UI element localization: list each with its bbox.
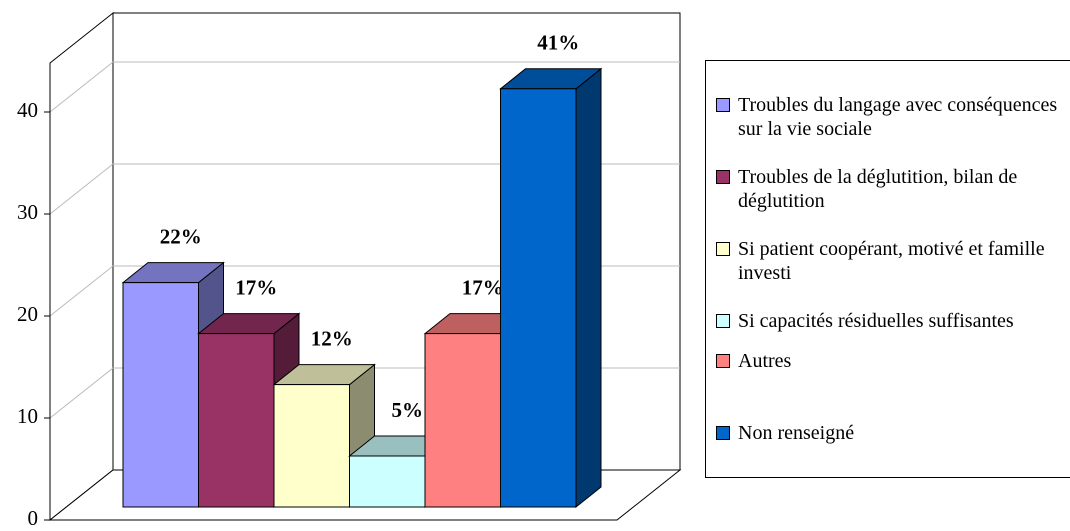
bar [500,88,577,508]
legend-label: Troubles du langage avec conséquences su… [738,94,1058,140]
legend-item: Non renseigné [716,421,1068,445]
y-tick-label: 0 [28,506,39,530]
data-label: 17% [235,275,277,299]
bar [273,384,350,508]
data-label: 5% [392,398,424,422]
legend-swatch [716,314,730,328]
legend-swatch [716,426,730,440]
legend-swatch [716,242,730,256]
legend-item: Si capacités résiduelles suffisantes [716,309,1068,333]
left-wall [49,11,114,522]
legend-swatch [716,354,730,368]
grid-line [49,163,114,215]
legend-item: Autres [716,349,1068,373]
legend-label: Si patient coopérant, motivé et famille … [738,238,1045,284]
grid-line [49,367,114,419]
legend-label: Non renseigné [738,422,855,444]
legend-item: Troubles du langage avec conséquences su… [716,93,1068,141]
data-label: 22% [160,224,202,248]
bar [122,282,199,508]
legend-label: Troubles de la déglutition, bilan de dég… [738,166,1018,212]
legend-swatch [716,170,730,184]
y-tick-label: 30 [17,200,38,224]
bar [198,333,275,508]
legend-label: Si capacités résiduelles suffisantes [738,310,1014,332]
legend: Troubles du langage avec conséquences su… [705,60,1070,478]
grid-line [49,61,114,113]
data-label: 17% [462,275,504,299]
legend-item: Troubles de la déglutition, bilan de dég… [716,165,1068,213]
data-label: 12% [311,326,353,350]
bar [424,333,501,508]
legend-item: Si patient coopérant, motivé et famille … [716,237,1068,285]
data-label: 41% [537,31,579,55]
legend-label: Autres [738,350,792,372]
y-tick-label: 20 [17,302,38,326]
grid-line [49,265,114,317]
bar [349,455,426,508]
legend-swatch [716,98,730,112]
y-tick-label: 40 [17,98,38,122]
y-tick-label: 10 [17,404,38,428]
bar-side [575,67,602,509]
